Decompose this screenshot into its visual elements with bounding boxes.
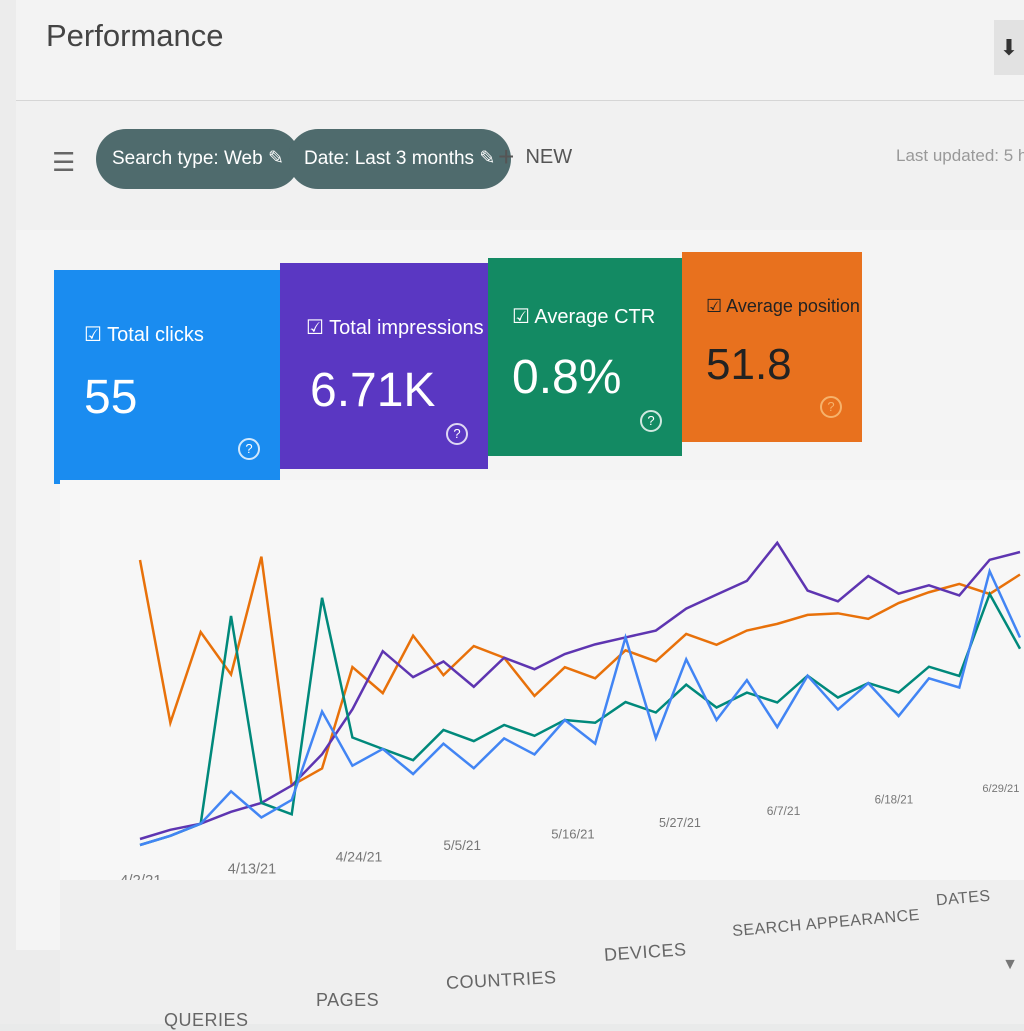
metric-value: 6.71K — [310, 363, 435, 418]
search-type-chip[interactable]: Search type: Web ✎ — [96, 129, 300, 189]
metric-total-impressions[interactable]: ☑ Total impressions 6.71K ? — [280, 263, 488, 469]
metric-average-ctr[interactable]: ☑ Average CTR 0.8% ? — [488, 258, 682, 456]
filter-bar: ☰ Search type: Web ✎ Date: Last 3 months… — [16, 101, 1024, 231]
x-tick-label: 5/5/21 — [443, 838, 481, 853]
metric-label: Total impressions — [329, 317, 484, 339]
pencil-icon: ✎ — [479, 148, 495, 169]
header: Performance ⬇ — [16, 0, 1024, 101]
checkbox-icon[interactable]: ☑ — [706, 296, 722, 316]
metric-total-clicks[interactable]: ☑ Total clicks 55 ? — [54, 270, 280, 484]
filter-icon[interactable]: ☰ — [52, 147, 75, 178]
new-label: NEW — [525, 146, 572, 168]
download-icon[interactable]: ⬇ — [994, 20, 1024, 75]
tab-queries[interactable]: QUERIES — [164, 1010, 249, 1031]
metric-value: 55 — [84, 370, 137, 425]
metric-label: Total clicks — [107, 324, 204, 346]
x-tick-label: 5/27/21 — [659, 816, 701, 830]
tab-search-appearance[interactable]: SEARCH APPEARANCE — [732, 907, 921, 941]
help-icon[interactable]: ? — [446, 423, 468, 445]
series-line-average-position — [140, 557, 1020, 786]
checkbox-icon[interactable]: ☑ — [84, 324, 102, 346]
x-tick-label: 6/7/21 — [767, 804, 801, 818]
chip-label: Search type: Web — [112, 148, 263, 169]
x-tick-label: 4/24/21 — [336, 849, 383, 865]
plus-icon: + — [498, 141, 514, 172]
help-icon[interactable]: ? — [238, 438, 260, 460]
help-icon[interactable]: ? — [820, 396, 842, 418]
last-updated: Last updated: 5 hour — [896, 146, 1024, 166]
checkbox-icon[interactable]: ☑ — [512, 306, 530, 328]
new-filter-button[interactable]: + NEW — [498, 141, 572, 173]
dimension-tabs: QUERIES PAGES COUNTRIES DEVICES SEARCH A… — [60, 880, 1024, 1024]
x-tick-label: 5/16/21 — [551, 826, 594, 841]
pencil-icon: ✎ — [268, 148, 284, 169]
metric-value: 0.8% — [512, 350, 621, 405]
x-tick-label: 6/29/21 — [982, 783, 1019, 795]
metric-label: Average CTR — [534, 306, 655, 328]
chip-label: Date: Last 3 months — [304, 148, 474, 169]
tab-devices[interactable]: DEVICES — [603, 939, 687, 966]
metric-average-position[interactable]: ☑ Average position 51.8 ? — [682, 252, 862, 442]
x-tick-label: 4/13/21 — [228, 861, 276, 877]
date-chip[interactable]: Date: Last 3 months ✎ — [288, 129, 511, 189]
filter-rows-icon[interactable]: ▼ — [1002, 956, 1018, 974]
help-icon[interactable]: ? — [640, 410, 662, 432]
performance-chart: 4/2/214/13/214/24/215/5/215/16/215/27/21… — [60, 480, 1024, 940]
tab-countries[interactable]: COUNTRIES — [446, 967, 557, 994]
chart-area: 4/2/214/13/214/24/215/5/215/16/215/27/21… — [60, 480, 1024, 940]
checkbox-icon[interactable]: ☑ — [306, 317, 324, 339]
page-title: Performance — [46, 18, 223, 54]
tab-dates[interactable]: DATES — [935, 888, 991, 911]
metric-label: Average position — [726, 296, 860, 316]
x-tick-label: 6/18/21 — [875, 795, 914, 807]
tab-pages[interactable]: PAGES — [316, 990, 379, 1011]
metric-value: 51.8 — [706, 340, 792, 390]
